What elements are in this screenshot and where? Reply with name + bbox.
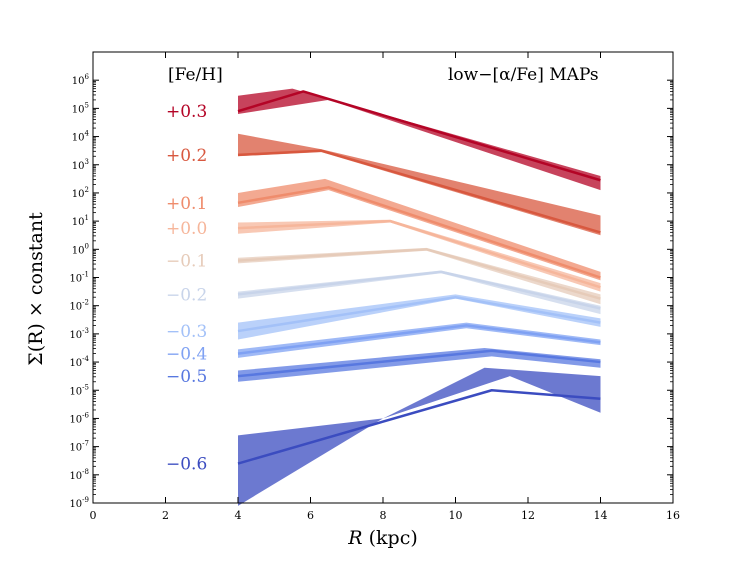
band-9 bbox=[238, 367, 601, 506]
series-line-3 bbox=[237, 219, 601, 289]
series-label-5: −0.2 bbox=[166, 285, 207, 305]
y-tick-label-11: 10-5 bbox=[69, 383, 89, 397]
series-line-2 bbox=[237, 186, 601, 279]
x-tick-label-2: 4 bbox=[235, 509, 242, 522]
series-label-7: −0.4 bbox=[166, 345, 207, 365]
y-tick-label-13: 10-7 bbox=[69, 440, 89, 454]
annotation-title: low−[α/Fe] MAPs bbox=[448, 65, 599, 85]
series-label-8: −0.5 bbox=[166, 367, 207, 387]
x-axis-label: R (kpc) bbox=[347, 527, 418, 549]
y-tick-label-4: 102 bbox=[72, 186, 89, 200]
series-line-0 bbox=[237, 90, 601, 182]
line-layer bbox=[237, 90, 601, 465]
y-tick-label-2: 104 bbox=[72, 130, 90, 144]
y-tick-label-14: 10-8 bbox=[69, 468, 89, 482]
x-tick-label-7: 14 bbox=[594, 509, 608, 522]
band-4 bbox=[238, 247, 601, 305]
series-label-4: −0.1 bbox=[166, 252, 207, 272]
x-tick-label-8: 16 bbox=[666, 509, 680, 522]
series-line-9 bbox=[237, 389, 601, 465]
series-line-8 bbox=[237, 349, 601, 378]
y-tick-label-12: 10-6 bbox=[69, 411, 89, 425]
band-5 bbox=[238, 270, 601, 315]
series-line-7 bbox=[237, 324, 601, 355]
band-2 bbox=[238, 178, 601, 281]
series-label-1: +0.2 bbox=[166, 146, 207, 166]
y-tick-label-1: 105 bbox=[72, 101, 89, 115]
series-label-3: +0.0 bbox=[166, 219, 207, 239]
y-tick-label-6: 100 bbox=[72, 242, 89, 256]
y-tick-label-9: 10-3 bbox=[69, 327, 89, 341]
legend-header: [Fe/H] bbox=[168, 65, 223, 85]
x-tick-label-5: 10 bbox=[449, 509, 463, 522]
y-axis-label: Σ(R) × constant bbox=[25, 212, 47, 366]
x-tick-label-4: 8 bbox=[380, 509, 387, 522]
y-tick-label-0: 106 bbox=[72, 73, 90, 87]
series-label-0: +0.3 bbox=[166, 102, 207, 122]
series-line-4 bbox=[237, 248, 601, 300]
band-1 bbox=[238, 133, 601, 236]
y-tick-label-3: 103 bbox=[72, 158, 89, 172]
series-label-9: −0.6 bbox=[166, 455, 207, 475]
x-tick-label-1: 2 bbox=[162, 509, 169, 522]
series-line-1 bbox=[237, 149, 601, 234]
band-8 bbox=[238, 347, 601, 382]
band-0 bbox=[238, 88, 601, 191]
tick-layer: 0 2 4 6 8 10 12 14 16 106 105 104 103 102 101 100 10-1 10… bbox=[69, 52, 680, 522]
series-label-2: +0.1 bbox=[166, 194, 207, 214]
y-tick-label-7: 10-1 bbox=[69, 271, 89, 285]
y-tick-label-5: 101 bbox=[72, 214, 89, 228]
y-tick-label-15: 10-9 bbox=[69, 496, 89, 510]
y-tick-label-8: 10-2 bbox=[69, 299, 89, 313]
series-line-5 bbox=[237, 270, 601, 310]
series-line-6 bbox=[237, 295, 601, 333]
y-tick-label-10: 10-4 bbox=[69, 355, 89, 369]
x-tick-label-6: 12 bbox=[521, 509, 535, 522]
x-tick-label-0: 0 bbox=[90, 509, 97, 522]
series-label-6: −0.3 bbox=[166, 322, 207, 342]
x-tick-label-3: 6 bbox=[307, 509, 314, 522]
series-label-layer: +0.3 +0.2 +0.1 +0.0 −0.1 −0.2 −0.3 −0.4−0.5 −0.6 bbox=[166, 102, 207, 474]
